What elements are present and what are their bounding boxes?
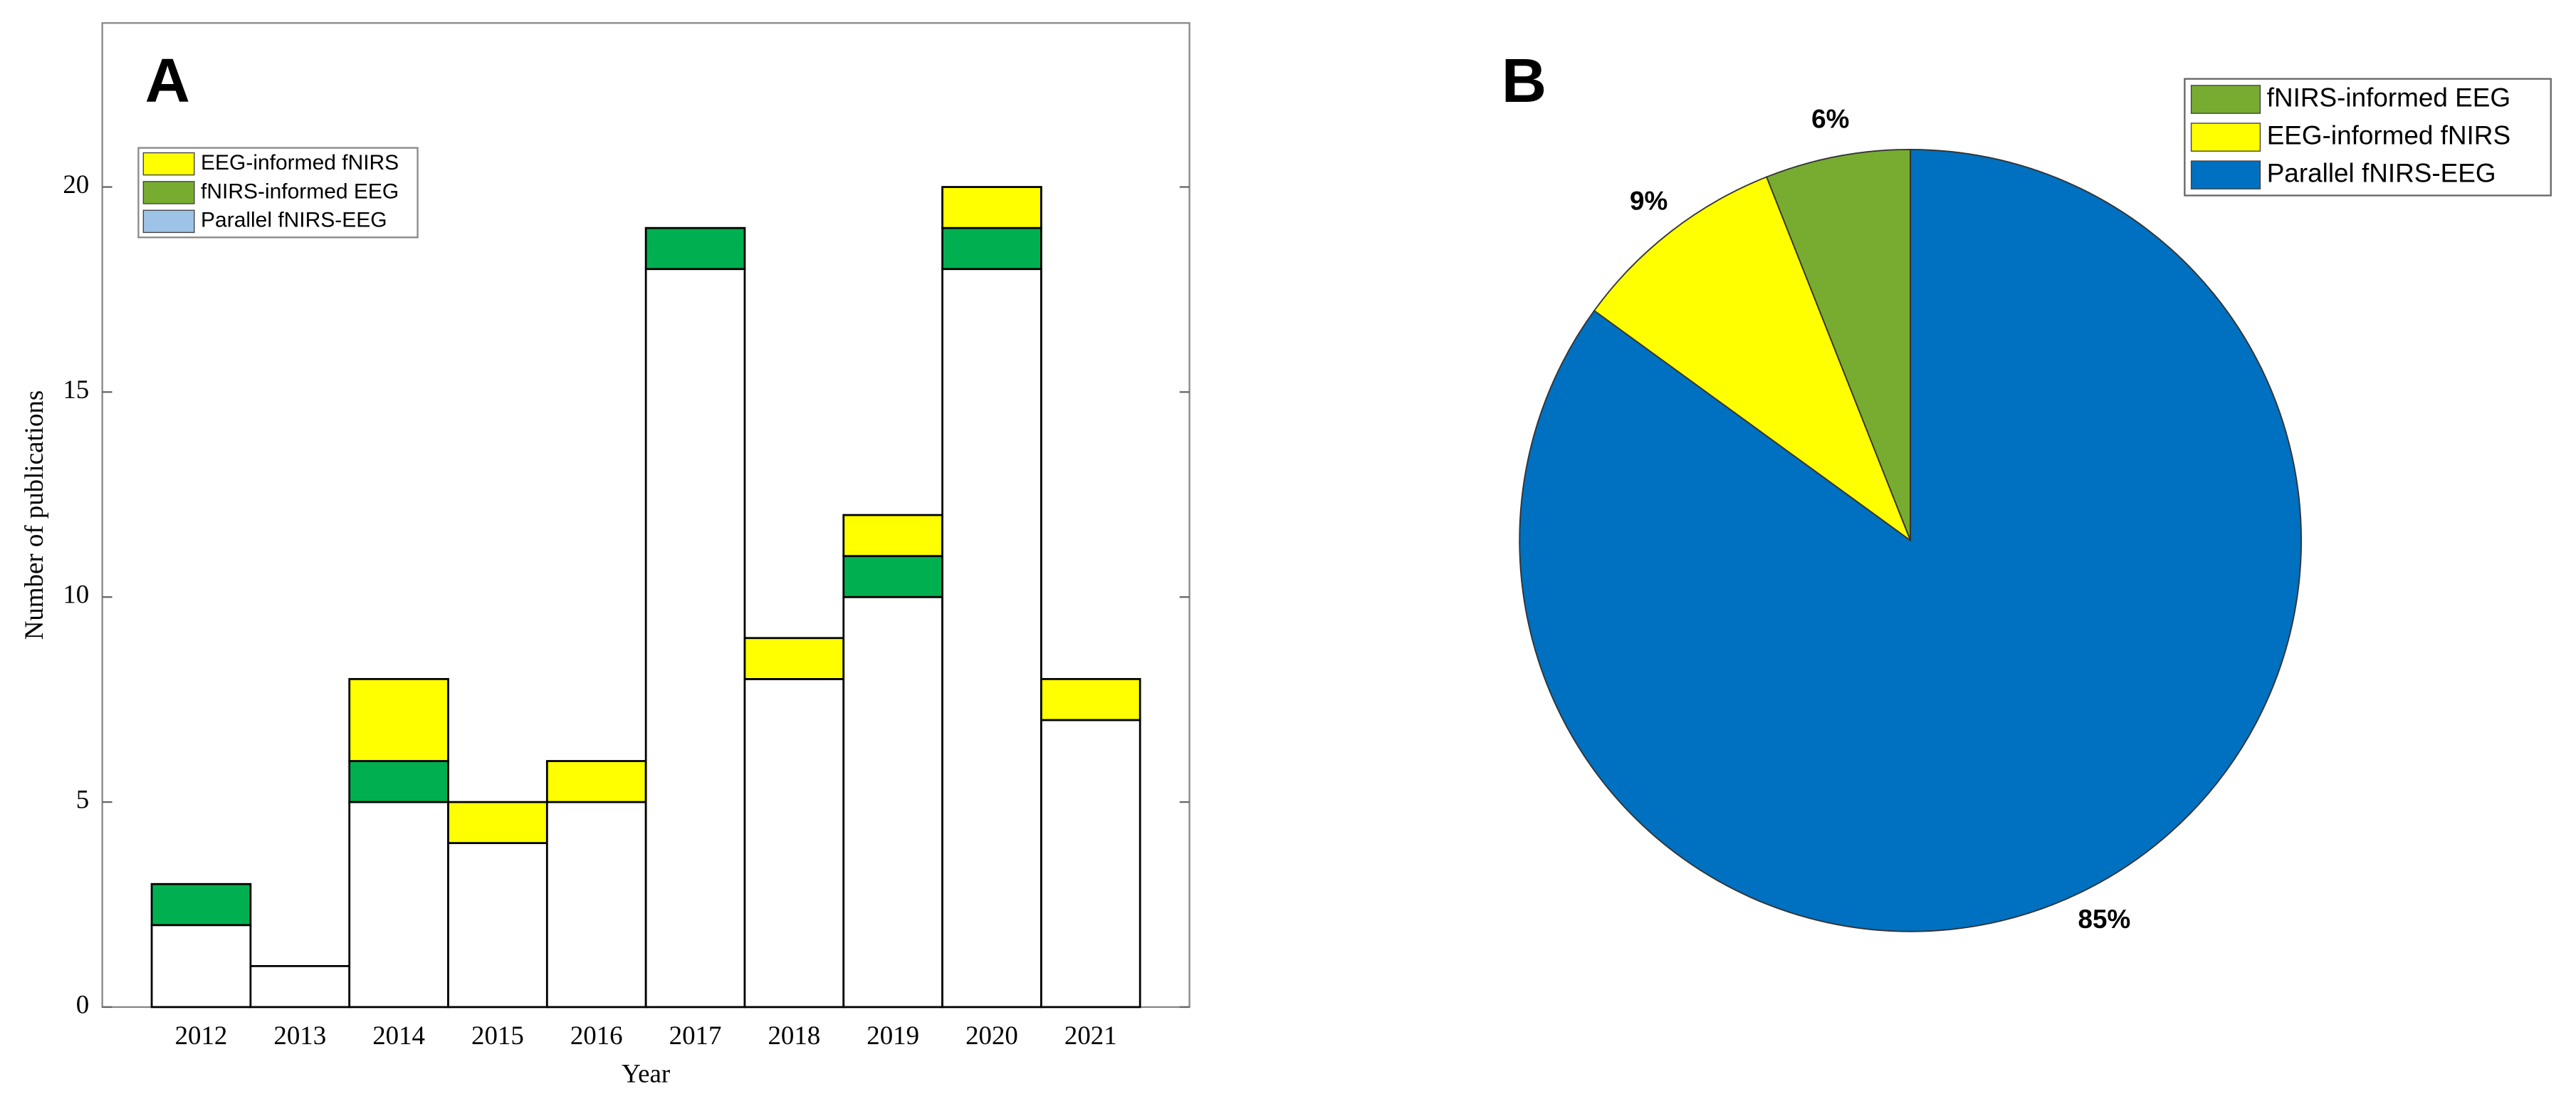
legend-label: Parallel fNIRS-EEG [201,209,387,232]
legend-label: fNIRS-informed EEG [2267,83,2510,112]
bar-segment [743,637,845,680]
panel-label: B [1502,46,1546,115]
legend-swatch [2190,160,2261,189]
bar-segment [545,801,647,1009]
y-tick-label: 10 [63,580,89,609]
bar-segment [1040,677,1141,722]
bar-segment [743,677,845,1009]
slice-label: 9% [1630,187,1667,216]
bar-segment [150,882,252,927]
bar-segment [941,186,1042,229]
legend-label: EEG-informed fNIRS [201,151,399,175]
bar-segment [545,760,647,803]
x-tick-label: 2012 [175,1021,228,1050]
x-tick-label: 2014 [372,1021,425,1050]
legend-label: Parallel fNIRS-EEG [2267,158,2496,187]
bar-segment [941,268,1042,1009]
panel-label: A [145,46,190,115]
bar-segment [348,760,449,803]
x-tick-label: 2016 [570,1021,623,1050]
x-axis-label: Year [622,1058,670,1088]
bar-segment [644,268,746,1009]
x-tick-label: 2020 [965,1021,1018,1050]
bar-segment [348,677,449,762]
legend-swatch [142,152,195,176]
x-tick-label: 2013 [273,1021,326,1050]
legend-swatch [2190,85,2261,114]
x-tick-label: 2019 [866,1021,919,1050]
y-tick-label: 15 [63,375,89,404]
bar-segment [447,801,548,845]
bar-segment [644,226,746,271]
legend-swatch [142,209,195,234]
x-tick-label: 2017 [669,1021,722,1050]
y-tick-label: 5 [76,785,89,814]
legend-swatch [2190,123,2261,152]
x-tick-label: 2015 [471,1021,524,1050]
bar-segment [842,595,943,1009]
bar-segment [1040,719,1141,1009]
y-axis-label: Number of publications [19,390,48,640]
bar-segment [842,514,943,558]
y-tick-label: 20 [63,170,89,199]
pie-slice [1593,176,1912,543]
slice-label: 6% [1811,105,1849,134]
legend-label: EEG-informed fNIRS [2267,120,2510,150]
bar-segment [249,964,351,1009]
pie-slice [1765,148,1912,541]
bar-segment [447,842,548,1009]
slice-label: 85% [2078,905,2131,934]
x-tick-label: 2021 [1064,1021,1117,1050]
pie-slice [1519,148,2303,932]
bar-segment [842,555,943,598]
bar-segment [150,924,252,1009]
y-tick-label: 0 [76,989,89,1019]
bar-segment [941,226,1042,271]
x-tick-label: 2018 [768,1021,820,1050]
legend-swatch [142,181,195,204]
legend-label: fNIRS-informed EEG [201,179,399,203]
bar-segment [348,801,449,1009]
